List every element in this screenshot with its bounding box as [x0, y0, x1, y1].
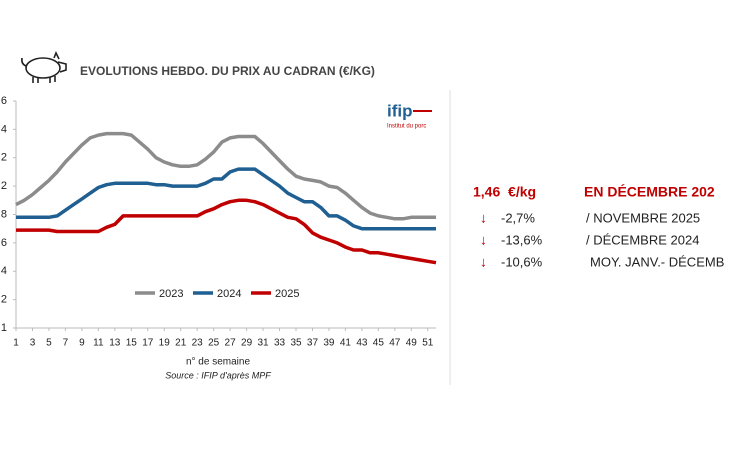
x-tick-label: 23 — [192, 338, 204, 349]
source: Source : IFIP d'après MPF — [165, 370, 271, 380]
x-tick-label: 29 — [241, 338, 253, 349]
change-value: -13,6% — [501, 232, 543, 247]
line-series — [16, 198, 437, 265]
x-tick-label: 19 — [159, 338, 171, 349]
x-tick-label: 15 — [126, 338, 138, 349]
x-tick-label: 21 — [175, 338, 187, 349]
change-value: -10,6% — [501, 254, 543, 269]
x-tick-label: 7 — [63, 338, 69, 349]
x-tick-label: 3 — [30, 338, 36, 349]
change-label: / DÉCEMBRE 2024 — [586, 232, 699, 247]
chart-title: EVOLUTIONS HEBDO. DU PRIX AU CADRAN (€/K… — [80, 64, 375, 78]
x-tick-label: 51 — [422, 338, 434, 349]
x-tick-label: 49 — [406, 338, 418, 349]
x-tick-label: 37 — [307, 338, 319, 349]
headline-value: 1,46 €/kg — [473, 184, 536, 200]
change-label: / NOVEMBRE 2025 — [586, 210, 700, 225]
change-label: MOY. JANV.- DÉCEMB — [590, 254, 724, 269]
y-tick-label: 1.4 — [0, 265, 7, 277]
y-tick-label: 2.4 — [0, 123, 7, 135]
logo-tagline: Institut du porc — [387, 124, 426, 130]
x-tick-label: 45 — [373, 338, 385, 349]
y-tick-label: 1.6 — [0, 237, 7, 249]
x-tick-label: 27 — [225, 338, 237, 349]
headline-period: EN DÉCEMBRE 202 — [584, 184, 715, 200]
x-axis-label: n° de semaine — [186, 357, 250, 368]
change-value: -2,7% — [501, 210, 535, 225]
change-arrow: ↓ — [480, 210, 487, 226]
legend-label: 2023 — [159, 288, 183, 300]
x-tick-label: 11 — [93, 338, 104, 349]
legend-label: 2025 — [275, 288, 299, 300]
x-tick-label: 17 — [142, 338, 154, 349]
logo-name: ifip — [387, 101, 413, 120]
legend-label: 2024 — [217, 288, 241, 300]
y-tick-label: 1 — [1, 322, 7, 334]
y-tick-label: 2.2 — [0, 152, 7, 164]
y-tick-label: 2.6 — [0, 95, 7, 107]
x-tick-label: 31 — [257, 338, 269, 349]
line-series — [15, 131, 436, 221]
x-tick-label: 41 — [340, 338, 352, 349]
change-arrow: ↓ — [480, 254, 487, 270]
x-tick-label: 47 — [389, 338, 401, 349]
y-tick-label: 2 — [1, 180, 7, 192]
y-tick-label: 1.2 — [0, 294, 7, 306]
x-tick-label: 5 — [46, 338, 52, 349]
x-tick-label: 39 — [323, 338, 335, 349]
x-tick-label: 1 — [13, 338, 19, 349]
x-tick-label: 9 — [79, 338, 85, 349]
x-tick-label: 33 — [274, 338, 286, 349]
x-tick-label: 25 — [208, 338, 220, 349]
x-tick-label: 13 — [109, 338, 121, 349]
pig-icon — [21, 51, 67, 83]
y-tick-label: 1.8 — [0, 208, 7, 220]
x-tick-label: 43 — [356, 338, 368, 349]
line-series — [16, 167, 436, 231]
x-tick-label: 35 — [290, 338, 302, 349]
change-arrow: ↓ — [480, 232, 487, 248]
